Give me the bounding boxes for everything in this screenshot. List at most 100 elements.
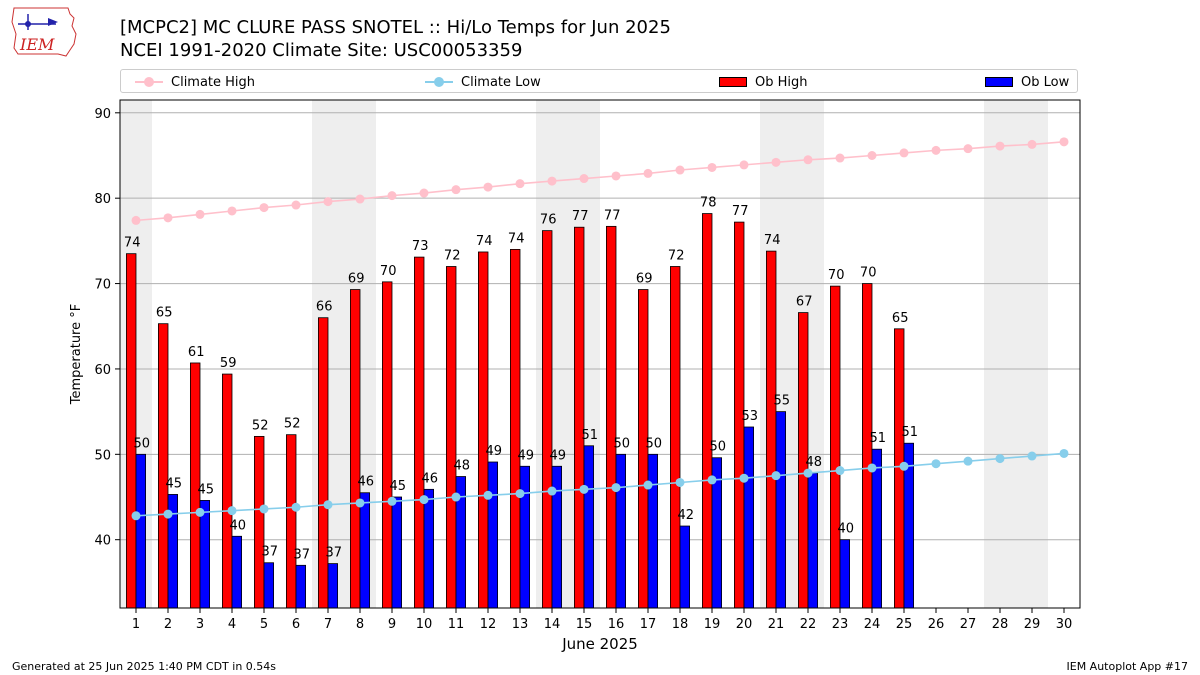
climate-low-point-day-8 bbox=[355, 498, 365, 508]
ob-low-label: 46 bbox=[358, 475, 375, 490]
x-tick-label: 9 bbox=[388, 617, 396, 632]
x-tick-label: 16 bbox=[608, 617, 625, 632]
climate-low-point-day-19 bbox=[707, 475, 717, 485]
ob-low-label: 51 bbox=[582, 428, 599, 443]
ob-low-label: 55 bbox=[774, 394, 791, 409]
ob-low-bar-day-4 bbox=[231, 535, 243, 609]
climate-low-point-day-4 bbox=[227, 506, 237, 516]
ob-high-label: 76 bbox=[540, 213, 557, 228]
ob-high-bar-day-10 bbox=[413, 256, 425, 609]
ob-low-bar-day-23 bbox=[839, 539, 851, 609]
ob-high-bar-day-13 bbox=[509, 249, 521, 609]
ob-low-label: 37 bbox=[294, 547, 311, 562]
climate-high-point-day-5 bbox=[259, 203, 269, 213]
ob-high-label: 73 bbox=[412, 239, 429, 254]
climate-low-point-day-18 bbox=[675, 477, 685, 487]
ob-low-label: 50 bbox=[646, 436, 663, 451]
climate-high-point-day-9 bbox=[387, 191, 397, 201]
ob-low-label: 49 bbox=[550, 448, 567, 463]
climate-high-point-day-19 bbox=[707, 162, 717, 172]
ob-low-bar-day-5 bbox=[263, 562, 275, 609]
ob-low-bar-day-6 bbox=[295, 564, 307, 609]
climate-low-point-day-21 bbox=[771, 471, 781, 481]
legend-climate-low: Climate Low bbox=[425, 73, 541, 91]
x-tick-label: 25 bbox=[896, 617, 913, 632]
x-tick-label: 6 bbox=[292, 617, 300, 632]
climate-low-point-day-30 bbox=[1059, 448, 1069, 458]
climate-low-point-day-11 bbox=[451, 492, 461, 502]
ob-low-bar-day-1 bbox=[135, 453, 147, 609]
ob-high-bar-day-1 bbox=[126, 253, 137, 609]
logo-text: IEM bbox=[19, 35, 55, 54]
ob-high-label: 70 bbox=[828, 268, 845, 283]
climate-low-point-day-10 bbox=[419, 495, 429, 505]
ob-high-bar-day-6 bbox=[285, 434, 297, 609]
chart-title: [MCPC2] MC CLURE PASS SNOTEL :: Hi/Lo Te… bbox=[120, 17, 671, 38]
x-tick-label: 20 bbox=[736, 617, 753, 632]
ob-high-bar-day-8 bbox=[349, 289, 361, 609]
ob-low-label: 45 bbox=[166, 476, 183, 491]
ob-high-label: 65 bbox=[892, 311, 909, 326]
ob-high-label: 72 bbox=[668, 248, 685, 263]
legend-ob-high-label: Ob High bbox=[755, 74, 808, 90]
ob-low-label: 37 bbox=[326, 546, 343, 561]
climate-high-point-day-20 bbox=[739, 160, 749, 170]
x-tick-label: 7 bbox=[324, 617, 332, 632]
ob-low-bar-day-13 bbox=[519, 465, 531, 609]
climate-high-point-day-23 bbox=[835, 153, 845, 163]
x-tick-label: 13 bbox=[512, 617, 529, 632]
climate-low-point-day-13 bbox=[515, 489, 525, 499]
y-tick-label: 90 bbox=[94, 107, 111, 122]
x-tick-label: 24 bbox=[864, 617, 881, 632]
ob-low-label: 50 bbox=[134, 436, 151, 451]
climate-low-point-day-5 bbox=[259, 504, 269, 514]
climate-low-point-day-3 bbox=[195, 507, 205, 517]
climate-low-point-day-24 bbox=[867, 463, 877, 473]
climate-low-point-day-22 bbox=[803, 468, 813, 478]
climate-low-point-day-29 bbox=[1027, 451, 1037, 461]
iem-logo: IEM bbox=[11, 7, 77, 57]
ob-high-bar-day-18 bbox=[670, 266, 681, 609]
ob-low-label: 42 bbox=[678, 508, 695, 523]
ob-high-label: 66 bbox=[316, 300, 333, 315]
x-tick-label: 23 bbox=[832, 617, 849, 632]
climate-high-point-day-1 bbox=[131, 215, 141, 225]
climate-high-point-day-17 bbox=[643, 168, 653, 178]
footer-generated: Generated at 25 Jun 2025 1:40 PM CDT in … bbox=[12, 660, 277, 673]
climate-high-point-day-16 bbox=[611, 171, 621, 181]
x-tick-label: 5 bbox=[260, 617, 268, 632]
ob-high-label: 70 bbox=[860, 266, 877, 281]
ob-low-bar-day-8 bbox=[359, 492, 371, 609]
ob-low-label: 50 bbox=[710, 440, 727, 455]
climate-low-line bbox=[135, 452, 1065, 517]
weekend-shade-28 bbox=[984, 100, 1016, 608]
y-tick-label: 60 bbox=[94, 363, 111, 378]
climate-high-point-day-22 bbox=[803, 155, 813, 165]
ob-low-label: 48 bbox=[806, 455, 823, 470]
ob-high-bar-day-4 bbox=[221, 373, 233, 609]
x-tick-label: 12 bbox=[480, 617, 497, 632]
x-tick-label: 28 bbox=[992, 617, 1009, 632]
climate-high-point-day-18 bbox=[675, 165, 685, 175]
legend-climate-low-label: Climate Low bbox=[461, 74, 541, 90]
x-tick-label: 22 bbox=[800, 617, 817, 632]
climate-high-point-day-4 bbox=[227, 206, 237, 216]
climate-high-line bbox=[135, 141, 1065, 222]
y-tick-label: 80 bbox=[94, 192, 111, 207]
chart-subtitle: NCEI 1991-2020 Climate Site: USC00053359 bbox=[120, 40, 523, 61]
x-tick-label: 27 bbox=[960, 617, 977, 632]
ob-low-bar-day-16 bbox=[615, 453, 627, 609]
climate-low-point-day-15 bbox=[579, 484, 589, 494]
climate-low-point-day-9 bbox=[387, 496, 397, 506]
climate-high-point-day-24 bbox=[867, 150, 877, 160]
ob-low-bar-day-24 bbox=[871, 448, 883, 609]
climate-low-point-day-17 bbox=[643, 480, 653, 490]
ob-low-label: 51 bbox=[902, 425, 919, 440]
climate-high-point-day-30 bbox=[1059, 137, 1069, 147]
climate-high-point-day-7 bbox=[323, 197, 333, 207]
ob-low-bar-day-10 bbox=[423, 488, 435, 609]
footer-app: IEM Autoplot App #17 bbox=[1066, 660, 1189, 673]
ob-high-bar-day-15 bbox=[574, 226, 585, 609]
climate-low-point-day-14 bbox=[547, 486, 557, 496]
x-tick-label: 21 bbox=[768, 617, 785, 632]
